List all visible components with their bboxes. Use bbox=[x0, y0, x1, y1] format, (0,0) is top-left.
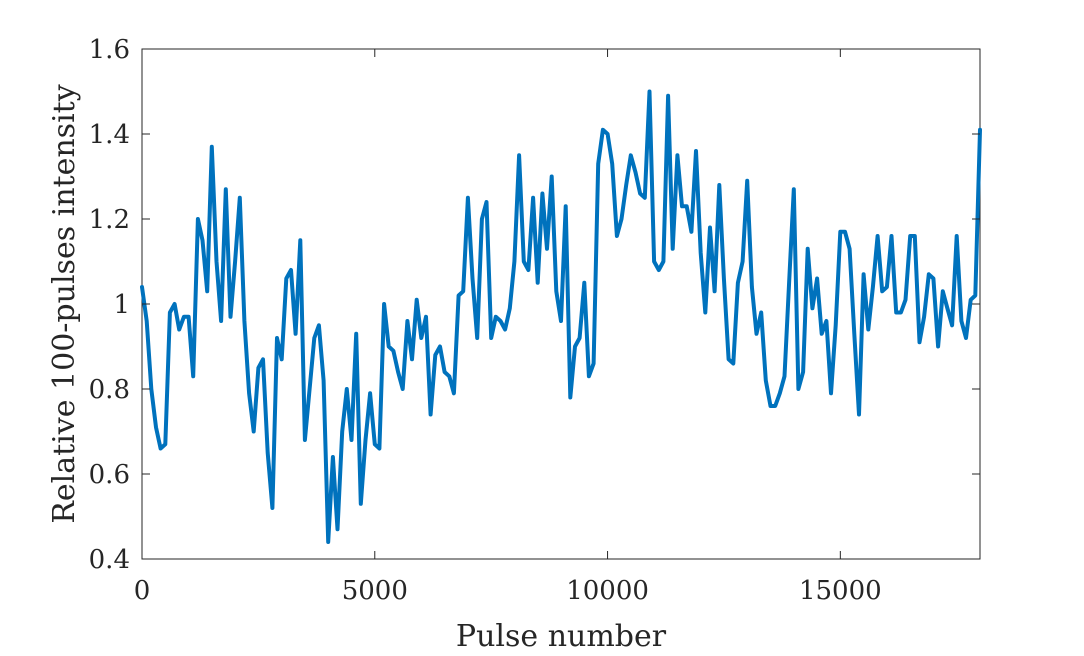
y-tick-label: 1.4 bbox=[89, 120, 130, 150]
plot-area bbox=[140, 48, 982, 560]
axis-ticks: 0 5000 10000 15000 0.4 0.6 0.8 1 1.2 1.4 1.6 bbox=[89, 35, 980, 606]
y-tick-label: 0.6 bbox=[89, 460, 130, 490]
x-axis-label: Pulse number bbox=[456, 619, 667, 654]
y-tick-label: 1 bbox=[113, 290, 130, 320]
y-tick-label: 0.4 bbox=[89, 545, 130, 575]
x-tick-label: 10000 bbox=[566, 576, 649, 606]
x-tick-label: 15000 bbox=[799, 576, 882, 606]
x-tick-label: 5000 bbox=[342, 576, 408, 606]
y-tick-label: 1.6 bbox=[89, 35, 130, 65]
y-tick-label: 0.8 bbox=[89, 375, 130, 405]
y-axis-label: Relative 100-pulses intensity bbox=[47, 84, 82, 523]
series-line-0 bbox=[140, 89, 982, 544]
x-tick-label: 0 bbox=[134, 576, 151, 606]
y-tick-label: 1.2 bbox=[89, 205, 130, 235]
